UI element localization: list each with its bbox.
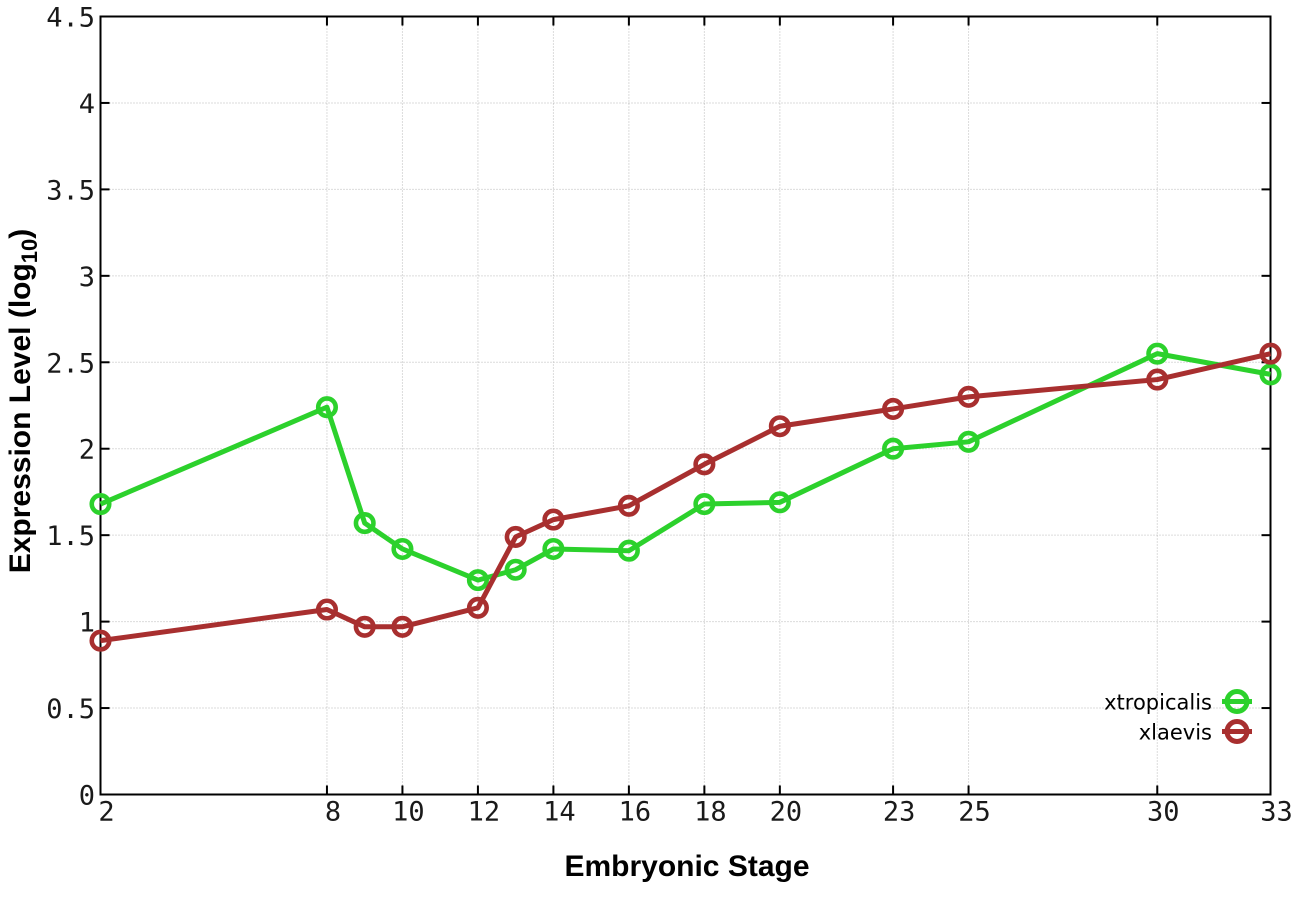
- y-tick-label: 2.5: [46, 348, 95, 379]
- data-point-xtropicalis: [617, 539, 640, 562]
- data-point-xtropicalis: [315, 396, 339, 419]
- x-tick-label: 8: [325, 797, 341, 828]
- data-point-xtropicalis: [542, 537, 565, 561]
- x-tick-label: 14: [543, 797, 576, 828]
- x-tick-label: 20: [770, 797, 803, 828]
- data-point-xlaevis: [504, 525, 527, 548]
- y-tick-label: 3: [79, 262, 95, 293]
- data-point-xlaevis: [315, 598, 339, 621]
- data-point-xlaevis: [693, 453, 716, 476]
- grid-lines: [100, 16, 1271, 795]
- data-point-xlaevis: [882, 397, 905, 421]
- data-point-xlaevis: [466, 596, 489, 619]
- data-point-xlaevis: [957, 385, 980, 408]
- tick-labels: 2 8 10 12 14 16 18 20 23 25 30 33 0 0.5 1 1.5 2 2.5 3 3.5 4 4…: [46, 3, 1293, 828]
- plot-border: [99, 15, 1272, 796]
- y-tick-label: 3.5: [46, 175, 95, 206]
- legend-marker-xlaevis: [1224, 719, 1250, 744]
- data-point-xlaevis: [542, 508, 565, 531]
- data-point-xlaevis: [89, 629, 112, 652]
- data-point-xlaevis: [617, 494, 640, 517]
- y-tick-label: 1: [79, 608, 95, 639]
- data-point-xtropicalis: [391, 537, 414, 561]
- x-tick-label: 25: [958, 797, 991, 828]
- data-point-xlaevis: [1146, 368, 1169, 391]
- y-tick-label: 4: [79, 89, 95, 120]
- series-line-xlaevis: [100, 351, 1272, 644]
- data-point-xlaevis: [1259, 342, 1282, 365]
- x-tick-label: 33: [1260, 797, 1293, 828]
- y-tick-label: 1.5: [46, 521, 95, 552]
- data-point-xtropicalis: [1146, 342, 1169, 365]
- y-axis-title: Expression Level (log10): [4, 229, 42, 574]
- data-point-xtropicalis: [353, 512, 376, 535]
- data-point-xtropicalis: [466, 569, 489, 592]
- data-point-xtropicalis: [89, 492, 112, 516]
- legend-marker-xtropicalis: [1224, 689, 1250, 714]
- y-tick-label: 0.5: [46, 694, 95, 725]
- data-point-xtropicalis: [957, 430, 980, 453]
- axes: [99, 15, 1272, 796]
- data-point-xtropicalis: [504, 558, 527, 581]
- data-point-xlaevis: [391, 615, 414, 638]
- x-axis-title: Embryonic Stage: [564, 850, 809, 883]
- x-tick-label: 2: [98, 797, 114, 828]
- data-point-xtropicalis: [1259, 363, 1282, 386]
- y-tick-label: 2: [79, 435, 95, 466]
- data-point-xlaevis: [353, 615, 376, 638]
- x-tick-label: 18: [694, 797, 727, 828]
- y-tick-label: 0: [79, 781, 95, 812]
- data-point-xtropicalis: [768, 491, 791, 514]
- legend: xtropicalis xlaevis: [1104, 689, 1252, 745]
- x-tick-label: 30: [1147, 797, 1180, 828]
- legend-label-xlaevis: xlaevis: [1139, 721, 1212, 745]
- x-tick-label: 23: [883, 797, 916, 828]
- data-point-xtropicalis: [693, 492, 716, 516]
- data-point-xlaevis: [768, 415, 791, 438]
- x-tick-label: 12: [468, 797, 501, 828]
- data-point-xtropicalis: [882, 437, 905, 460]
- data-series: [89, 342, 1282, 652]
- x-tick-label: 10: [392, 797, 425, 828]
- y-tick-label: 4.5: [46, 3, 95, 34]
- x-tick-label: 16: [619, 797, 652, 828]
- legend-label-xtropicalis: xtropicalis: [1104, 691, 1212, 715]
